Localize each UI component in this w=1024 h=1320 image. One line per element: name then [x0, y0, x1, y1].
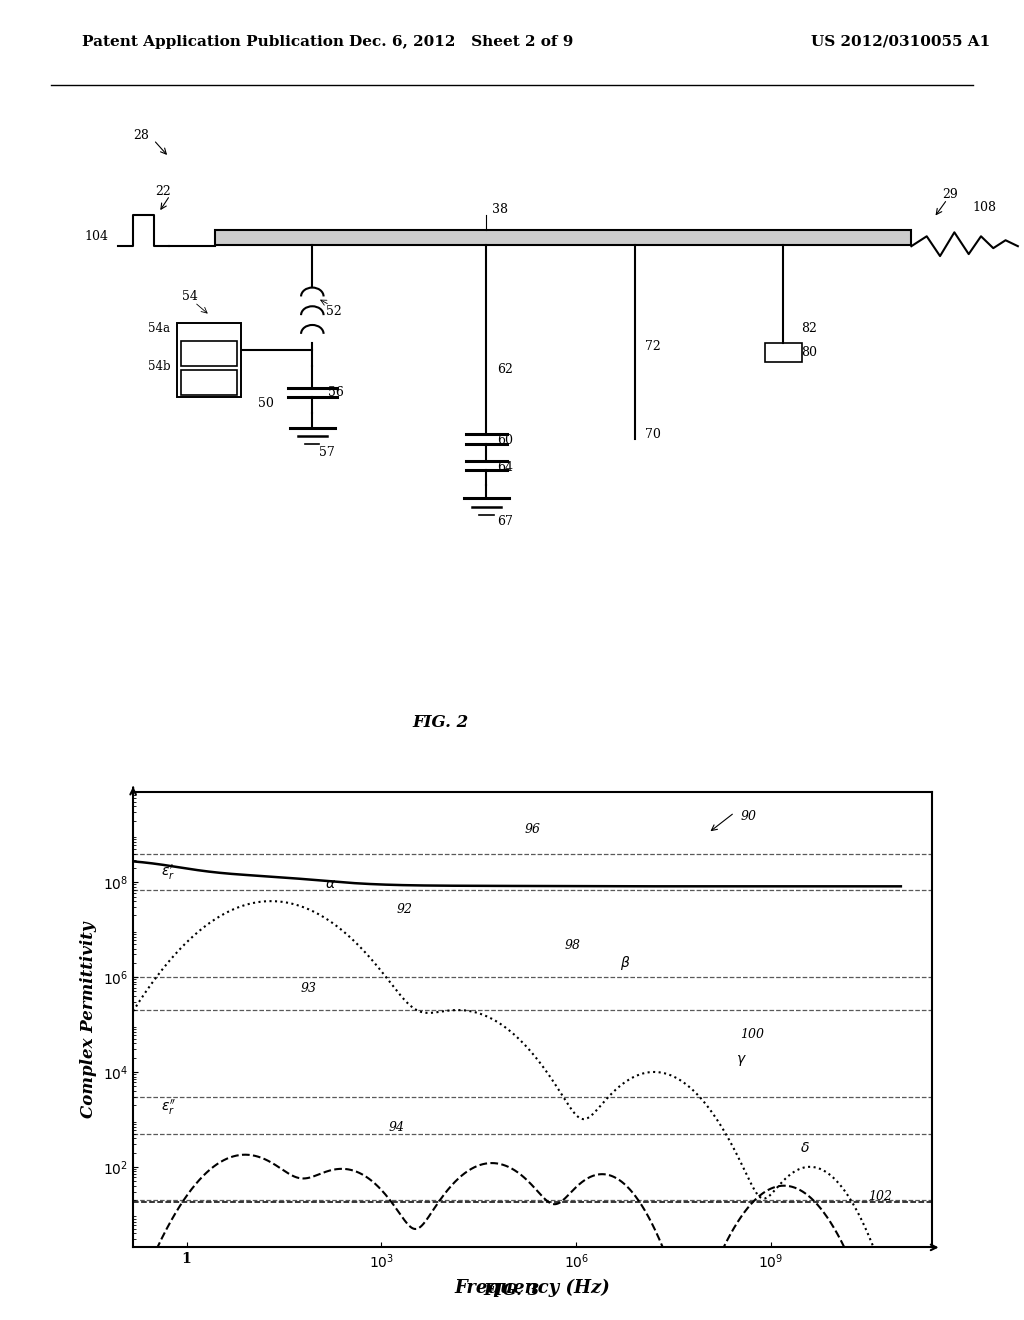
Text: 56: 56 [328, 387, 344, 399]
Text: $\varepsilon_r'$: $\varepsilon_r'$ [161, 863, 175, 882]
Text: 82: 82 [801, 322, 817, 335]
Text: 54: 54 [182, 290, 199, 304]
Text: US 2012/0310055 A1: US 2012/0310055 A1 [811, 34, 991, 49]
Bar [181, 370, 237, 395]
Bar [765, 343, 802, 362]
Text: Patent Application Publication: Patent Application Publication [82, 34, 344, 49]
Text: 98: 98 [564, 939, 581, 952]
Text: 104: 104 [84, 230, 108, 243]
Text: FIG. 3: FIG. 3 [484, 1283, 540, 1299]
Text: $\alpha$: $\alpha$ [325, 876, 336, 891]
Text: Dec. 6, 2012   Sheet 2 of 9: Dec. 6, 2012 Sheet 2 of 9 [348, 34, 573, 49]
Text: 57: 57 [319, 446, 335, 458]
Text: 54b: 54b [148, 360, 171, 374]
Y-axis label: Complex Permittivity: Complex Permittivity [80, 921, 97, 1118]
Text: 94: 94 [389, 1121, 404, 1134]
Text: $\beta$: $\beta$ [621, 954, 631, 973]
Bar [177, 323, 241, 397]
Text: 67: 67 [497, 515, 513, 528]
Text: 100: 100 [740, 1028, 764, 1041]
Text: 96: 96 [524, 822, 541, 836]
Text: 72: 72 [645, 341, 660, 352]
Bar [181, 342, 237, 367]
Text: 52: 52 [326, 305, 341, 318]
Text: 90: 90 [740, 810, 756, 824]
Text: $\delta$: $\delta$ [800, 1140, 810, 1155]
Text: 70: 70 [645, 428, 662, 441]
X-axis label: Frequency (Hz): Frequency (Hz) [455, 1279, 610, 1298]
Bar [215, 231, 911, 246]
Text: $\gamma$: $\gamma$ [736, 1053, 746, 1068]
Text: 64: 64 [497, 461, 513, 474]
Text: 108: 108 [973, 202, 996, 214]
Text: 93: 93 [301, 982, 316, 995]
Text: 28: 28 [133, 129, 150, 141]
Text: 38: 38 [492, 203, 508, 216]
Text: 60: 60 [497, 434, 513, 447]
Text: 102: 102 [868, 1189, 892, 1203]
Text: 22: 22 [156, 185, 171, 198]
Text: 62: 62 [497, 363, 513, 376]
Text: $\varepsilon_r''$: $\varepsilon_r''$ [161, 1098, 176, 1117]
Text: 50: 50 [258, 397, 274, 411]
Text: 92: 92 [396, 903, 413, 916]
Text: 80: 80 [801, 346, 817, 359]
Text: 54a: 54a [148, 322, 170, 335]
Text: FIG. 2: FIG. 2 [413, 714, 468, 731]
Text: 29: 29 [942, 189, 957, 201]
